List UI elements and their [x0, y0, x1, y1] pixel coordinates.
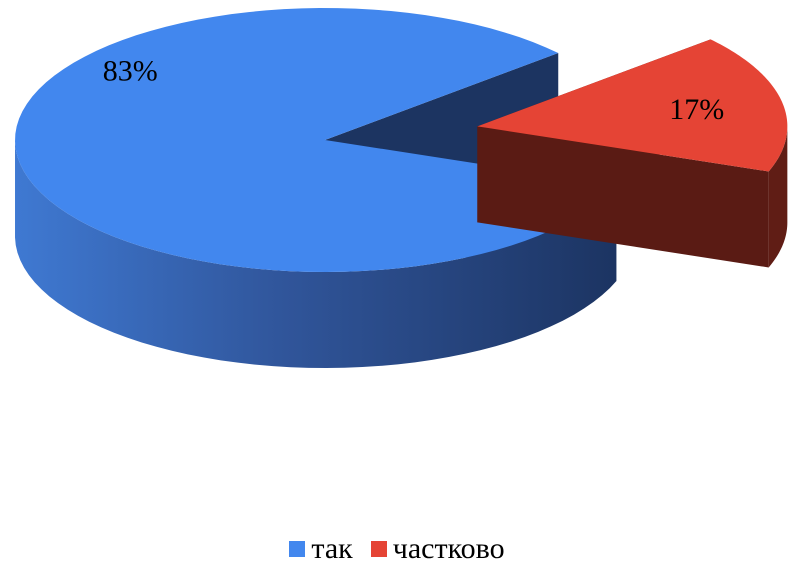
legend-label-tak: так — [311, 532, 353, 565]
pie-cut-face-chastkovo-1 — [477, 126, 769, 268]
pie-side-wall-chastkovo-0 — [768, 126, 788, 268]
legend-label-chastkovo: частково — [392, 532, 505, 565]
pie-slice-tak: 83% — [15, 8, 617, 368]
legend-swatch-chastkovo — [370, 541, 387, 557]
pie-top-face-chastkovo — [477, 39, 788, 172]
pie-side-wall-tak-0 — [15, 141, 617, 368]
data-label-chastkovo: 17% — [669, 93, 724, 126]
legend: так частково — [0, 532, 794, 566]
legend-item-chastkovo: частково — [370, 532, 505, 566]
legend-swatch-tak — [289, 541, 306, 557]
data-label-tak: 83% — [103, 54, 158, 87]
pie-top-face-tak — [15, 8, 617, 272]
legend-item-tak: так — [289, 532, 353, 566]
pie-chart-canvas: 83% 17% — [15, 8, 788, 368]
pie-slice-chastkovo: 17% — [477, 39, 788, 268]
